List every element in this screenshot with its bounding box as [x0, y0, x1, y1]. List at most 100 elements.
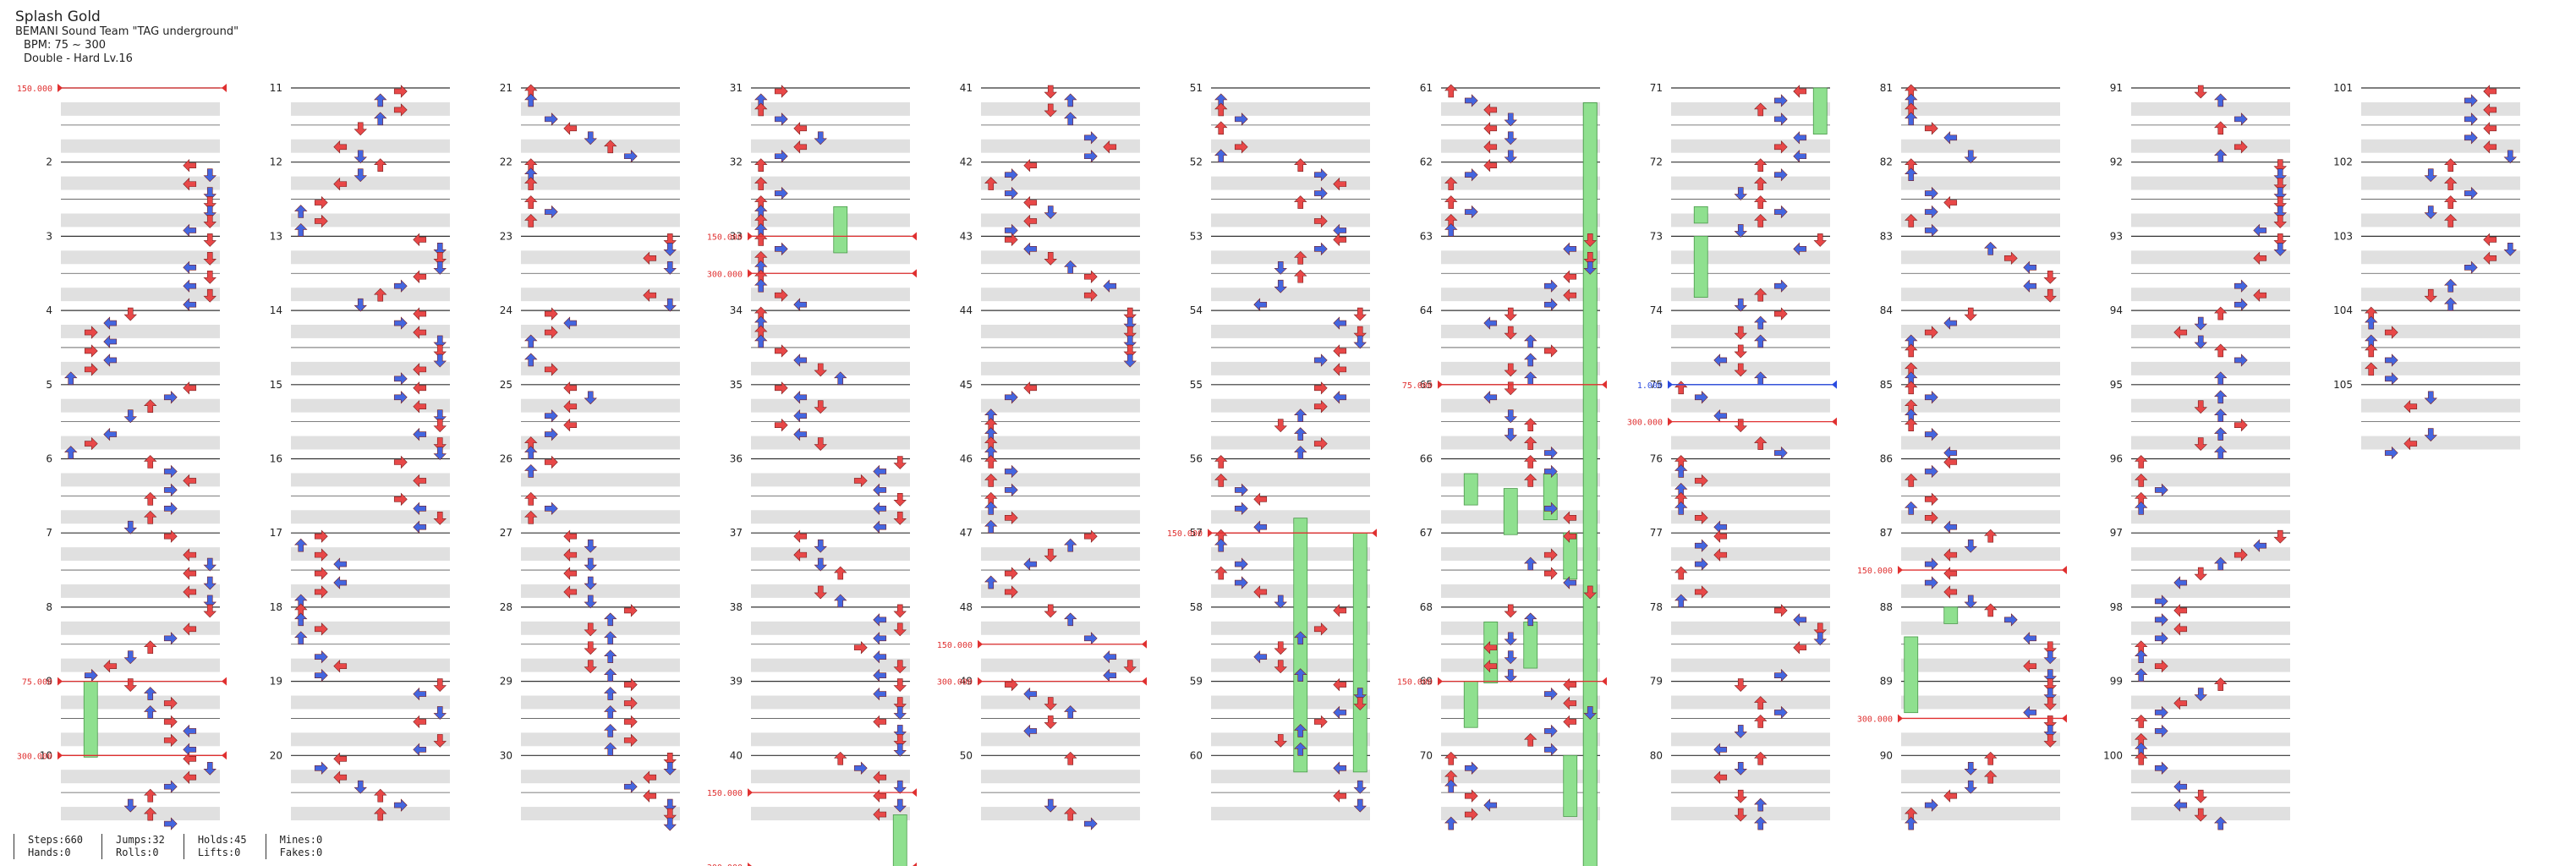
- step-arrow: [1253, 492, 1268, 507]
- step-arrow: [1214, 474, 1228, 487]
- step-arrow: [1773, 94, 1788, 107]
- step-arrow: [1813, 622, 1827, 637]
- step-arrow: [2214, 306, 2228, 321]
- measure-band: [2131, 101, 2290, 116]
- measure-band: [1441, 547, 1600, 562]
- measure-band: [1671, 770, 1830, 784]
- step-arrow: [1504, 632, 1517, 646]
- measure-band: [1441, 621, 1600, 635]
- measure-band: [751, 176, 910, 190]
- bpm-change-tick: [222, 84, 227, 92]
- measure-band: [1901, 584, 2060, 598]
- stats-holds-lifts: Holds:45 Lifts:0: [183, 834, 266, 859]
- measure-band: [291, 436, 450, 450]
- step-arrow: [1483, 798, 1498, 812]
- step-arrow: [163, 529, 178, 543]
- step-arrow: [393, 492, 408, 507]
- step-arrow: [1274, 734, 1287, 748]
- bpm-change-label: 150.000: [1397, 678, 1433, 688]
- hold-body: [1503, 488, 1518, 535]
- step-arrow: [563, 381, 578, 395]
- hold-body: [833, 206, 848, 254]
- measure-number: 101: [2333, 82, 2353, 94]
- step-arrow: [2483, 85, 2497, 98]
- step-arrow: [1313, 400, 1328, 414]
- measure-band: [981, 547, 1140, 562]
- step-arrow: [2154, 483, 2168, 497]
- step-arrow: [2194, 567, 2207, 581]
- bpm-change-tick: [1832, 417, 1837, 426]
- step-arrow: [1464, 167, 1478, 182]
- measure-band: [981, 510, 1140, 524]
- measure-band: [61, 361, 220, 375]
- step-arrow: [1123, 354, 1137, 368]
- step-arrow: [433, 447, 447, 460]
- step-arrow: [1294, 631, 1307, 645]
- bpm-change-tick: [1668, 417, 1673, 426]
- step-arrow: [314, 761, 328, 775]
- measure-band: [981, 732, 1140, 747]
- bpm-change-tick: [978, 639, 983, 649]
- step-arrow: [1734, 678, 1747, 693]
- step-arrow: [2403, 400, 2418, 414]
- measure-band: [2131, 584, 2290, 598]
- step-arrow: [1214, 121, 1228, 135]
- step-arrow: [144, 807, 157, 821]
- measure-number: 39: [730, 676, 743, 688]
- step-arrow: [203, 595, 216, 609]
- measure-number: 6: [46, 453, 52, 465]
- step-arrow: [1274, 595, 1287, 609]
- step-arrow: [774, 288, 788, 302]
- measure-band: [751, 473, 910, 487]
- step-arrow: [163, 483, 178, 497]
- measure-number: 99: [2110, 676, 2123, 688]
- measure-band: [1211, 510, 1370, 524]
- measure-number: 27: [500, 527, 512, 539]
- step-arrow: [1294, 250, 1307, 265]
- step-arrow: [1123, 335, 1137, 349]
- step-arrow: [774, 418, 788, 432]
- step-arrow: [793, 354, 808, 367]
- step-arrow: [203, 252, 216, 266]
- measure-band: [521, 250, 680, 265]
- step-arrow: [563, 585, 578, 599]
- step-arrow: [1313, 214, 1328, 228]
- measure-band: [751, 510, 910, 524]
- measure-band: [1901, 732, 2060, 747]
- step-arrow: [163, 817, 178, 830]
- step-arrow: [1483, 659, 1498, 673]
- step-arrow: [643, 288, 657, 302]
- measure-band: [1901, 510, 2060, 524]
- step-arrow: [1754, 195, 1768, 209]
- measure-number: 69: [1420, 676, 1433, 688]
- step-arrow: [1943, 789, 1958, 803]
- step-arrow: [1333, 761, 1347, 775]
- step-arrow: [2173, 576, 2188, 589]
- step-arrow: [2444, 195, 2458, 209]
- measure-band: [1441, 325, 1600, 338]
- measure-band: [751, 361, 910, 375]
- measure-number: 44: [960, 304, 973, 316]
- step-arrow: [1464, 94, 1478, 107]
- step-arrow: [1444, 816, 1458, 830]
- step-arrow: [2135, 501, 2148, 515]
- step-arrow: [413, 474, 427, 488]
- step-arrow: [563, 316, 578, 330]
- measure-band: [1211, 176, 1370, 190]
- step-arrow: [544, 502, 558, 516]
- step-arrow: [183, 298, 197, 311]
- measure-band: [2131, 621, 2290, 635]
- step-arrow: [103, 316, 118, 330]
- step-arrow: [834, 594, 847, 608]
- measure-band: [1901, 770, 2060, 784]
- step-arrow: [1734, 363, 1747, 377]
- step-arrow: [663, 752, 677, 766]
- measure-band: [521, 473, 680, 487]
- step-arrow: [1905, 167, 1918, 181]
- measure-band: [1441, 288, 1600, 302]
- measure-band: [61, 398, 220, 413]
- step-arrow: [2214, 427, 2228, 441]
- step-arrow: [544, 408, 558, 423]
- step-arrow: [774, 186, 788, 200]
- bpm-change-tick: [2062, 714, 2067, 723]
